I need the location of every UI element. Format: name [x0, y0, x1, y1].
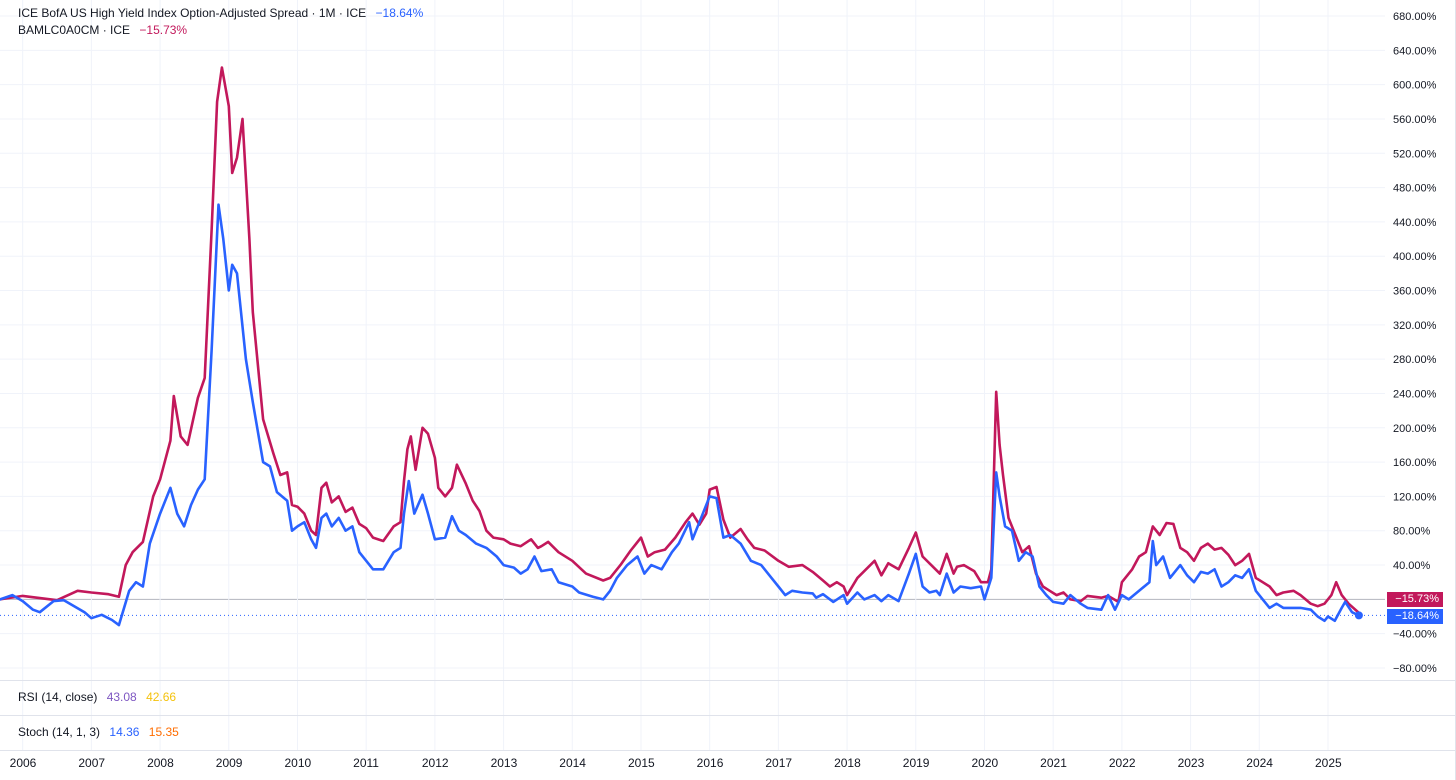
y-tick-label: 320.00%: [1393, 320, 1437, 332]
y-tick-label: 600.00%: [1393, 80, 1437, 92]
x-tick-label: 2017: [765, 756, 792, 770]
last-value-dot: [1354, 611, 1363, 620]
pane-separator[interactable]: [0, 680, 1456, 681]
time-axis-separator: [0, 750, 1456, 751]
x-tick-label: 2014: [559, 756, 586, 770]
x-tick-label: 2019: [903, 756, 930, 770]
main-series-value: −18.64%: [375, 6, 424, 20]
y-tick-label: 120.00%: [1393, 491, 1437, 503]
x-tick-label: 2016: [697, 756, 724, 770]
x-tick-label: 2013: [491, 756, 518, 770]
x-tick-label: 2025: [1315, 756, 1342, 770]
rsi-label: RSI (14, close): [18, 690, 98, 704]
rsi-value-1: 43.08: [106, 690, 137, 704]
rsi-value-2: 42.66: [146, 690, 177, 704]
y-tick-label: 480.00%: [1393, 183, 1437, 195]
stoch-value-1: 14.36: [109, 725, 140, 739]
y-tick-label: 200.00%: [1393, 423, 1437, 435]
x-tick-label: 2008: [147, 756, 174, 770]
y-tick-label: 680.00%: [1393, 11, 1437, 23]
y-tick-label: −40.00%: [1393, 629, 1437, 641]
x-tick-label: 2015: [628, 756, 655, 770]
x-tick-label: 2021: [1040, 756, 1067, 770]
main-price-badge: −18.64%: [1387, 609, 1443, 624]
stoch-legend[interactable]: Stoch (14, 1, 3) 14.36 15.35: [18, 725, 179, 739]
x-tick-label: 2012: [422, 756, 449, 770]
x-tick-label: 2011: [353, 756, 379, 770]
compare-series-value: −15.73%: [139, 23, 188, 37]
y-tick-label: 560.00%: [1393, 114, 1437, 126]
x-tick-label: 2024: [1246, 756, 1273, 770]
y-tick-label: 360.00%: [1393, 286, 1437, 298]
main-series-legend[interactable]: ICE BofA US High Yield Index Option-Adju…: [18, 6, 423, 20]
x-tick-label: 2009: [216, 756, 243, 770]
compare-series-legend[interactable]: BAMLC0A0CM · ICE −15.73%: [18, 23, 187, 37]
main-series-name: ICE BofA US High Yield Index Option-Adju…: [18, 6, 309, 20]
y-tick-label: 160.00%: [1393, 457, 1437, 469]
x-tick-label: 2020: [971, 756, 998, 770]
y-tick-label: 440.00%: [1393, 217, 1437, 229]
compare-price-badge: −15.73%: [1387, 592, 1443, 607]
y-tick-label: 80.00%: [1393, 526, 1431, 538]
x-tick-label: 2022: [1109, 756, 1136, 770]
stoch-label: Stoch (14, 1, 3): [18, 725, 101, 739]
x-tick-label: 2006: [10, 756, 37, 770]
y-tick-label: 240.00%: [1393, 388, 1437, 400]
x-tick-label: 2018: [834, 756, 861, 770]
main-series-meta: · 1M · ICE: [311, 6, 367, 20]
compare-series-line: [0, 66, 1361, 615]
main-series-line: [0, 203, 1361, 627]
compare-series-meta: · ICE: [102, 23, 131, 37]
y-tick-label: 40.00%: [1393, 560, 1431, 572]
x-tick-label: 2007: [78, 756, 105, 770]
compare-series-name: BAMLC0A0CM: [18, 23, 100, 37]
stoch-value-2: 15.35: [148, 725, 179, 739]
rsi-legend[interactable]: RSI (14, close) 43.08 42.66: [18, 690, 176, 704]
y-tick-label: 400.00%: [1393, 251, 1437, 263]
pane-separator[interactable]: [0, 715, 1456, 716]
y-tick-label: 280.00%: [1393, 354, 1437, 366]
x-tick-label: 2010: [284, 756, 311, 770]
y-tick-label: −80.00%: [1393, 663, 1437, 675]
y-tick-label: 640.00%: [1393, 45, 1437, 57]
x-tick-label: 2023: [1178, 756, 1205, 770]
y-tick-label: 520.00%: [1393, 148, 1437, 160]
